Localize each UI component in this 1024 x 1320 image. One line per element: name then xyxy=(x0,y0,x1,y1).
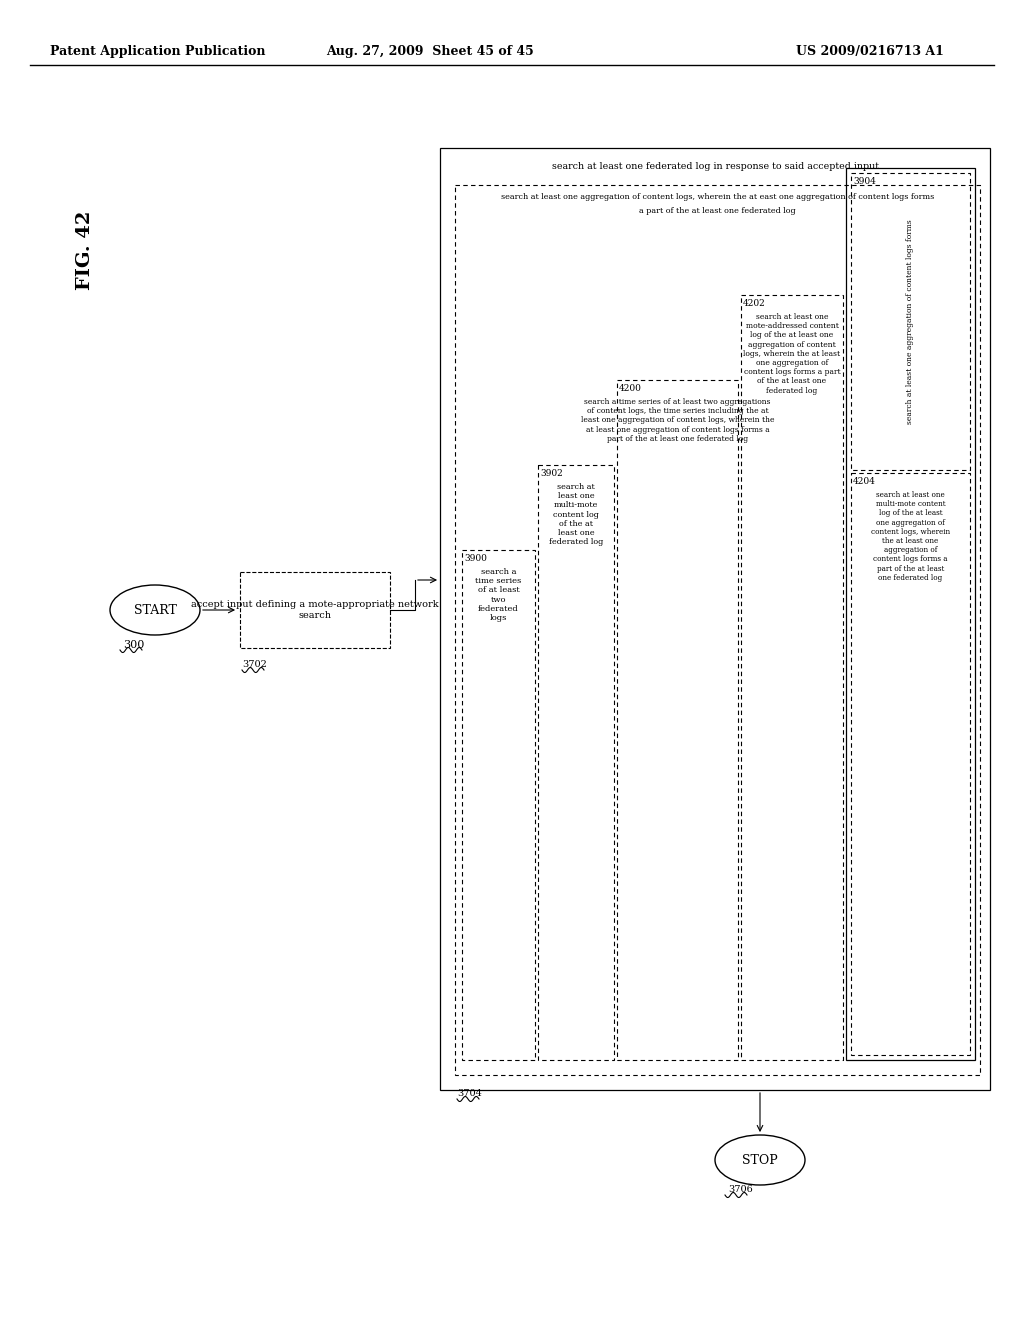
Text: search at least one aggregation of content logs, wherein the at east one aggrega: search at least one aggregation of conte… xyxy=(501,193,934,201)
Text: search a
time series
of at least
two
federated
logs: search a time series of at least two fed… xyxy=(475,568,521,622)
Text: 3904: 3904 xyxy=(853,177,876,186)
Text: a part of the at least one federated log: a part of the at least one federated log xyxy=(639,207,796,215)
Text: START: START xyxy=(133,603,176,616)
Text: 4202: 4202 xyxy=(743,300,766,308)
Bar xyxy=(455,185,980,1074)
Bar xyxy=(851,173,970,470)
Bar xyxy=(851,473,970,1055)
Text: 3702: 3702 xyxy=(242,660,267,669)
Text: search at least one aggregation of content logs forms: search at least one aggregation of conte… xyxy=(906,219,914,424)
Text: STOP: STOP xyxy=(742,1154,778,1167)
Text: 3706: 3706 xyxy=(728,1185,753,1195)
Text: Aug. 27, 2009  Sheet 45 of 45: Aug. 27, 2009 Sheet 45 of 45 xyxy=(326,45,534,58)
Text: search at least one federated log in response to said accepted input: search at least one federated log in res… xyxy=(552,162,879,172)
Text: 3704: 3704 xyxy=(457,1089,482,1098)
Bar xyxy=(617,380,738,1060)
Bar xyxy=(462,550,535,1060)
Text: US 2009/0216713 A1: US 2009/0216713 A1 xyxy=(796,45,944,58)
Text: accept input defining a mote-appropriate network
search: accept input defining a mote-appropriate… xyxy=(191,601,439,619)
Text: search a time series of at least two aggregations
of content logs, the time seri: search a time series of at least two agg… xyxy=(581,399,774,442)
Text: search at least one
mote-addressed content
log of the at least one
aggregation o: search at least one mote-addressed conte… xyxy=(743,313,841,395)
Bar xyxy=(440,148,990,1090)
Bar xyxy=(846,168,975,1060)
Bar xyxy=(240,572,390,648)
Text: 300: 300 xyxy=(123,640,144,649)
Text: 4204: 4204 xyxy=(853,477,876,486)
Text: search at least one
multi-mote content
log of the at least
one aggregation of
co: search at least one multi-mote content l… xyxy=(871,491,950,582)
Text: 4200: 4200 xyxy=(618,384,642,393)
Text: FIG. 42: FIG. 42 xyxy=(76,210,94,289)
Text: 3900: 3900 xyxy=(464,554,486,564)
Text: 3902: 3902 xyxy=(540,469,563,478)
Text: search at
least one
multi-mote
content log
of the at
least one
federated log: search at least one multi-mote content l… xyxy=(549,483,603,546)
Bar xyxy=(741,294,843,1060)
Text: Patent Application Publication: Patent Application Publication xyxy=(50,45,265,58)
Bar xyxy=(538,465,614,1060)
